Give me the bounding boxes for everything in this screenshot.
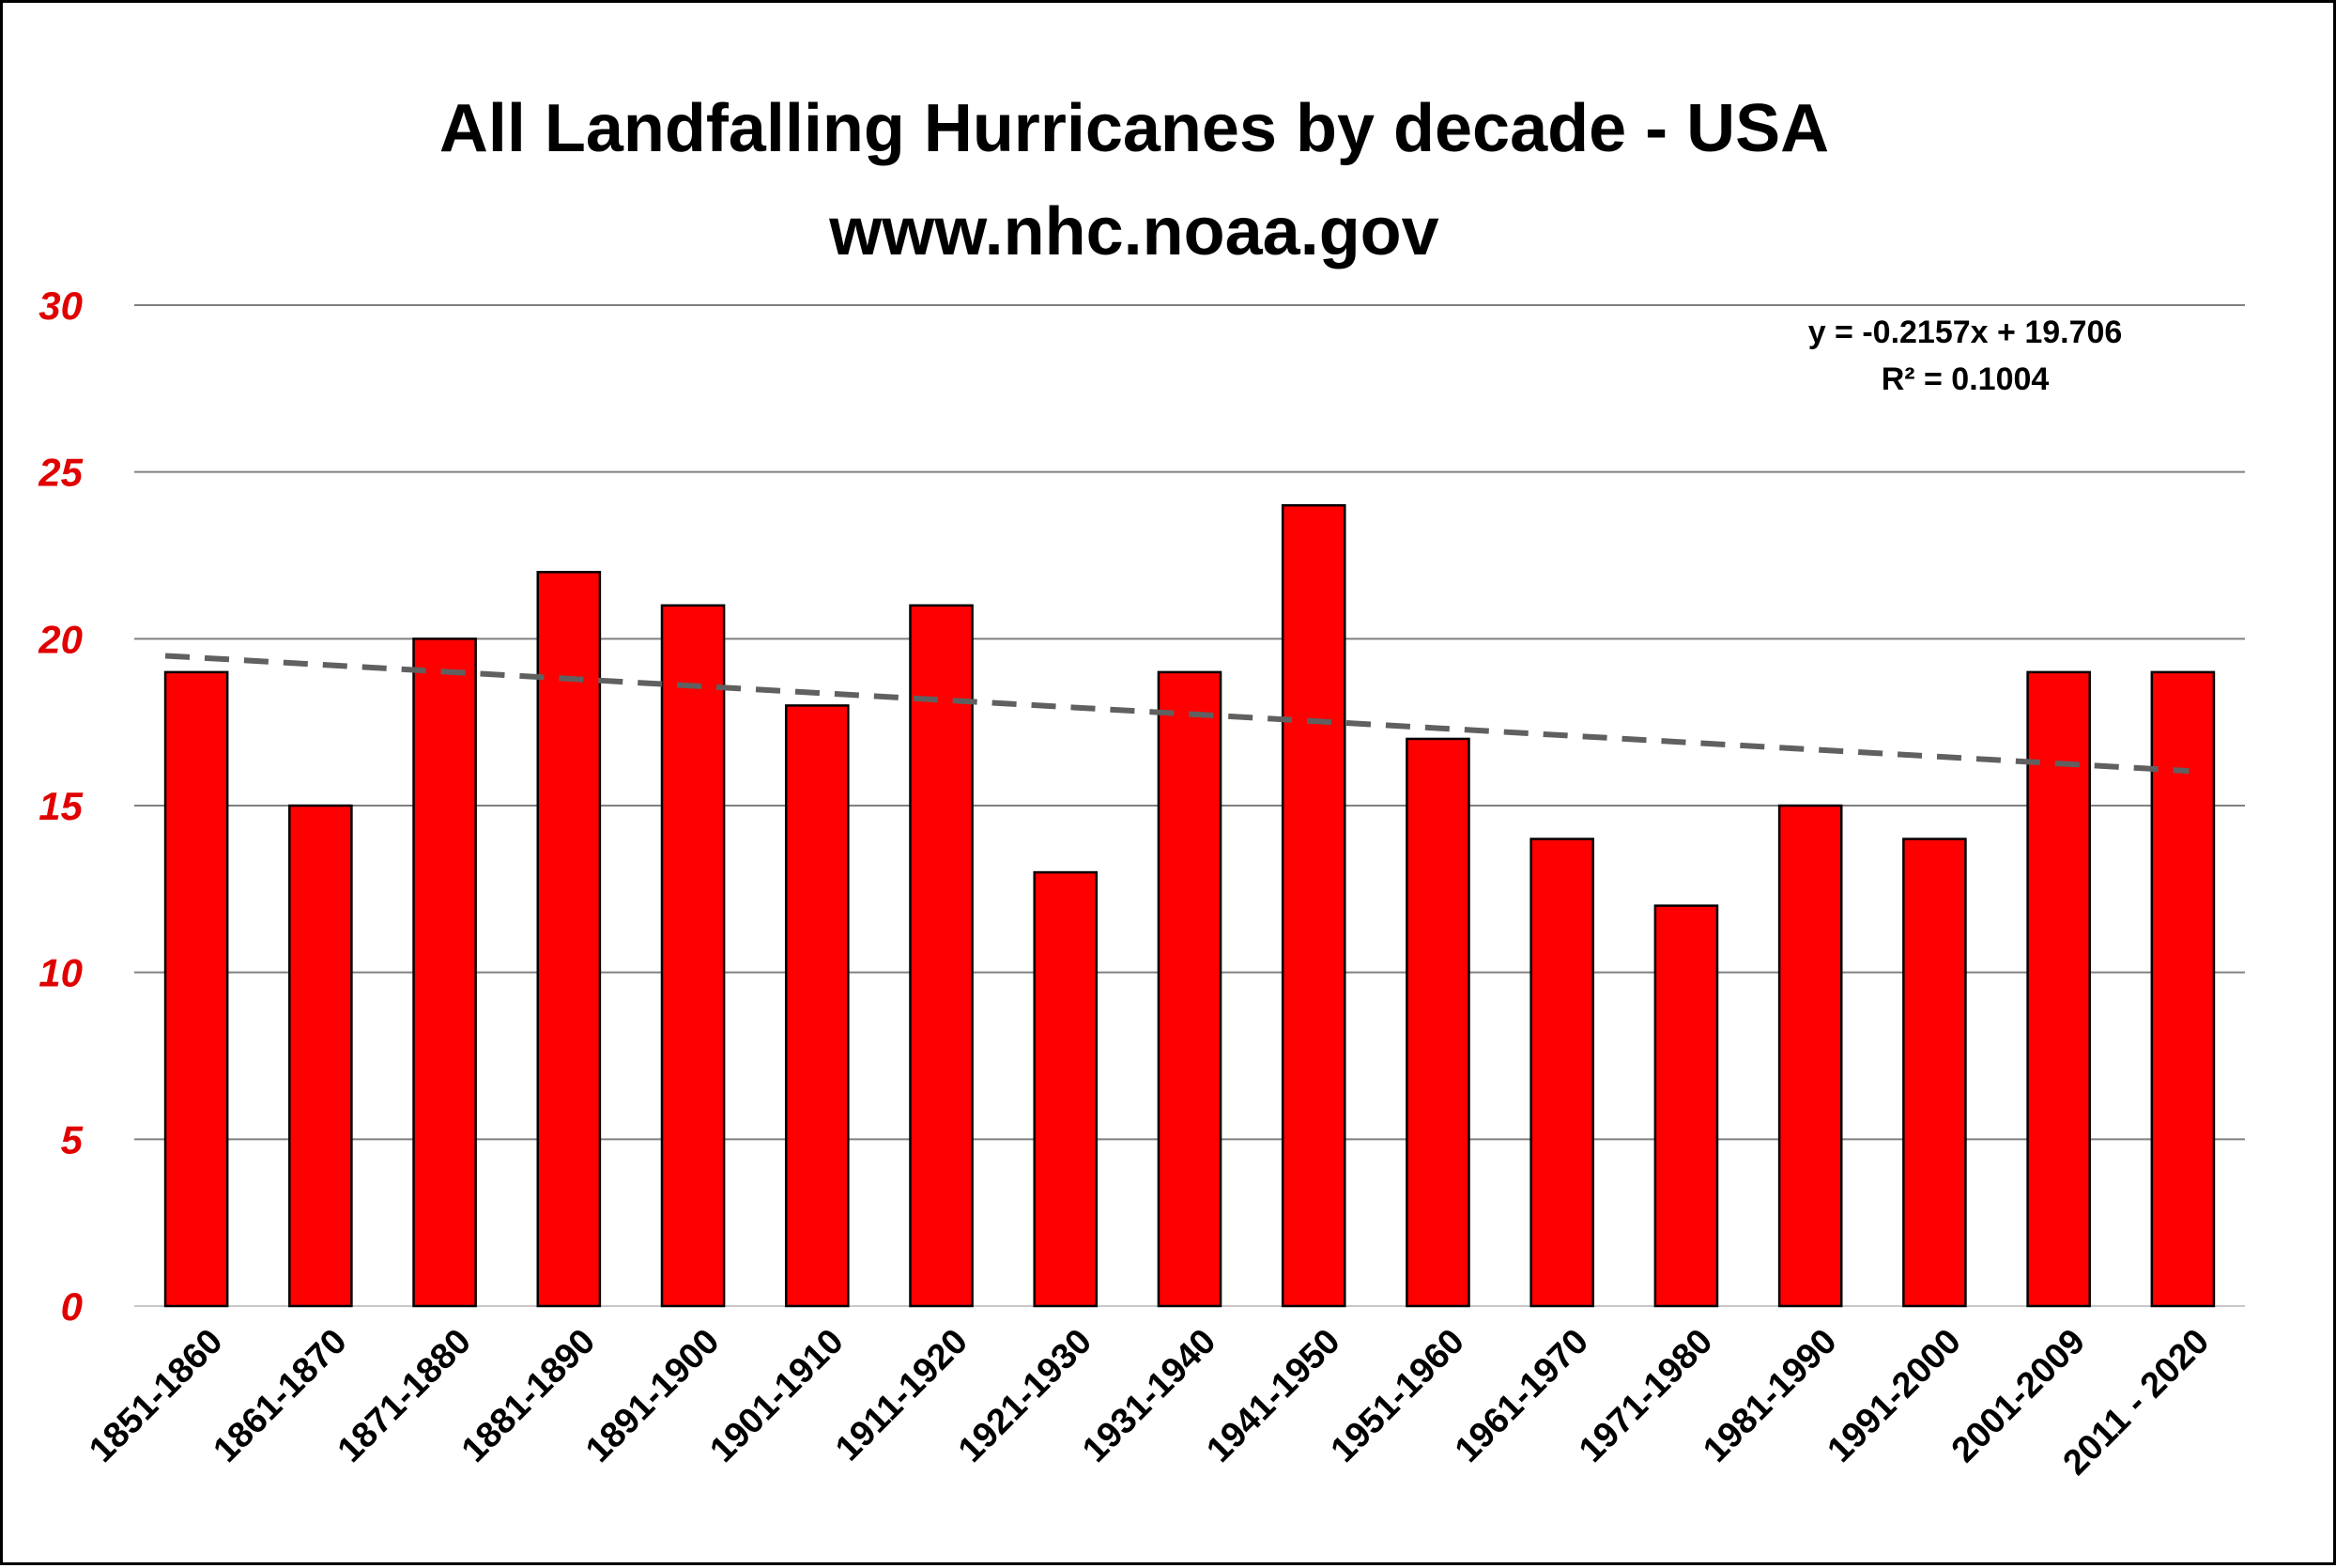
chart-subtitle: www.nhc.noaa.gov xyxy=(828,194,1438,269)
y-tick-label: 25 xyxy=(38,451,83,495)
bar-1921-1930 xyxy=(1033,870,1099,1308)
bar-1851-1860 xyxy=(163,670,229,1308)
bar-1911-1920 xyxy=(909,604,974,1308)
bar-1991-2000 xyxy=(1902,838,1967,1308)
bar-1981-1990 xyxy=(1777,804,1843,1308)
x-tick-label: 1921-1930 xyxy=(951,1322,1099,1470)
x-tick-label: 1901-1910 xyxy=(702,1322,851,1470)
chart-title: All Landfalling Hurricanes by decade - U… xyxy=(439,91,1829,166)
bar-1861-1870 xyxy=(288,804,353,1308)
x-tick-label: 1881-1890 xyxy=(454,1322,603,1470)
y-tick-label: 30 xyxy=(38,284,83,328)
x-tick-label: 1951-1960 xyxy=(1324,1322,1472,1470)
bar-1951-1960 xyxy=(1406,737,1470,1308)
x-tick-label: 1871-1880 xyxy=(330,1322,479,1470)
x-tick-label: 1981-1990 xyxy=(1696,1322,1844,1470)
x-tick-label: 1911-1920 xyxy=(828,1322,976,1469)
x-tick-label: 1861-1870 xyxy=(207,1322,355,1470)
y-axis-ticks: 0 5 10 15 20 25 30 xyxy=(38,284,83,1329)
bar-1901-1910 xyxy=(784,704,850,1308)
x-tick-label: 1961-1970 xyxy=(1448,1322,1596,1470)
y-tick-label: 20 xyxy=(38,617,83,661)
x-tick-label: 1991-2000 xyxy=(1821,1322,1969,1470)
bar-1891-1900 xyxy=(660,604,726,1308)
trendline xyxy=(164,653,2190,775)
bar-2011 - 2020 xyxy=(2150,670,2216,1308)
bar-2001-2009 xyxy=(2026,670,2091,1308)
bar-1961-1970 xyxy=(1529,838,1595,1308)
x-tick-label: 1891-1900 xyxy=(578,1322,727,1470)
bar-1941-1950 xyxy=(1281,503,1346,1308)
bar-1871-1880 xyxy=(412,638,477,1308)
x-tick-label: 1851-1860 xyxy=(82,1322,230,1470)
bar-chart: All Landfalling Hurricanes by decade - U… xyxy=(38,91,2245,1483)
trendline-path xyxy=(164,653,2190,775)
y-tick-label: 10 xyxy=(38,951,83,995)
bar-1971-1980 xyxy=(1653,904,1719,1308)
trendline-r-squared: R² = 0.1004 xyxy=(1882,361,2050,397)
y-tick-label: 0 xyxy=(61,1284,83,1329)
bar-1881-1890 xyxy=(536,571,602,1308)
trendline-equation: y = -0.2157x + 19.706 xyxy=(1808,315,2123,350)
y-tick-label: 5 xyxy=(61,1117,84,1161)
bars xyxy=(163,503,2216,1308)
x-tick-label: 1971-1980 xyxy=(1572,1322,1720,1470)
x-axis-ticks: 1851-18601861-18701871-18801881-18901891… xyxy=(82,1322,2217,1483)
bar-1931-1940 xyxy=(1157,670,1222,1308)
x-tick-label: 1941-1950 xyxy=(1199,1322,1347,1470)
y-tick-label: 15 xyxy=(38,784,83,828)
x-tick-label: 1931-1940 xyxy=(1075,1322,1223,1470)
